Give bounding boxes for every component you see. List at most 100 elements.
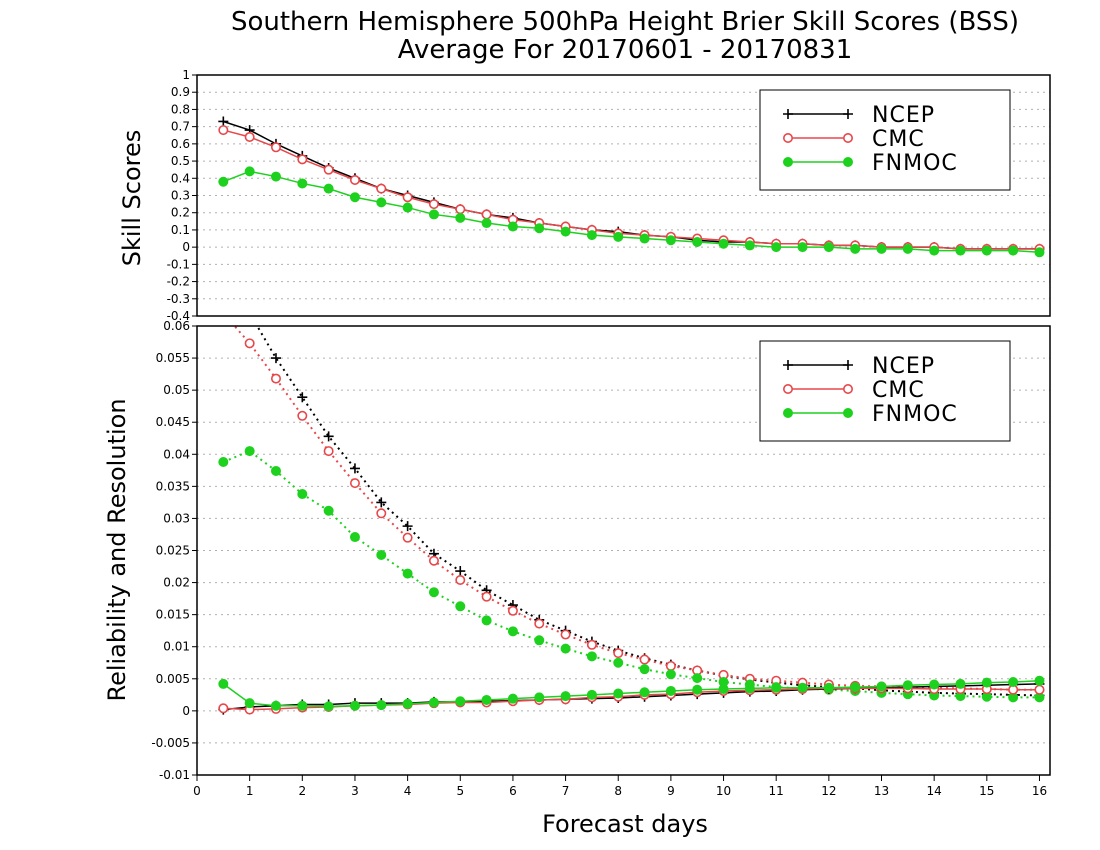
- data-point-cmc: [376, 183, 387, 194]
- plot-frame: [196, 325, 1051, 776]
- data-point-fnmoc: [1008, 676, 1019, 687]
- y-tick-label: 0.04: [163, 447, 190, 461]
- data-point-ncep: [349, 463, 360, 474]
- data-point-fnmoc: [876, 681, 887, 692]
- x-tick-label: 15: [979, 784, 994, 798]
- x-axis: 0 1 2 3 4 5 6 7 8 9 10 11 12 13 14 15 16: [193, 775, 1047, 798]
- data-point-fnmoc: [586, 689, 597, 700]
- x-axis-label: Forecast days: [542, 810, 708, 838]
- data-point-ncep: [323, 431, 334, 442]
- x-tick-label: 11: [769, 784, 784, 798]
- data-point-fnmoc: [402, 698, 413, 709]
- data-point-cmc: [297, 410, 308, 421]
- data-point-fnmoc: [1034, 675, 1045, 686]
- data-point-cmc: [218, 125, 229, 136]
- data-point-fnmoc: [402, 202, 413, 213]
- legend-marker: [783, 360, 793, 370]
- legend-label-ncep: NCEP: [872, 354, 935, 379]
- series-line-fnmoc-reliability: [222, 679, 1040, 708]
- y-tick-label: -0.1: [167, 257, 190, 271]
- y-tick-label: 0.02: [163, 576, 190, 590]
- data-point-ncep: [218, 283, 228, 293]
- data-point-fnmoc: [744, 240, 755, 251]
- data-point-ncep: [455, 566, 466, 577]
- data-point-fnmoc: [428, 697, 439, 708]
- data-point-fnmoc: [639, 233, 650, 244]
- data-point-ncep: [402, 521, 413, 532]
- data-point-fnmoc: [718, 684, 729, 695]
- data-point-fnmoc: [1034, 247, 1045, 258]
- data-point-fnmoc: [349, 700, 360, 711]
- x-tick-label: 2: [298, 784, 306, 798]
- legend-marker: [843, 157, 853, 167]
- skill-scores-panel: 1 0.9 0.8 0.7 0.6 0.5 0.4 0.3 0.2 0.1 0 -0.1 -0.2 -0.…: [167, 68, 1051, 323]
- data-point-cmc: [402, 532, 413, 543]
- data-point-fnmoc: [297, 700, 308, 711]
- data-point-fnmoc: [481, 218, 492, 229]
- x-tick-label: 12: [821, 784, 836, 798]
- data-point-fnmoc: [244, 166, 255, 177]
- series-line-ncep-resolution: [256, 326, 1040, 697]
- legend-box: [759, 340, 1011, 442]
- series-group: [218, 116, 1045, 258]
- plot-frame: [196, 74, 1051, 317]
- legend-marker: [843, 360, 853, 370]
- data-point-fnmoc: [665, 685, 676, 696]
- data-point-cmc: [244, 131, 255, 142]
- data-point-fnmoc: [955, 678, 966, 689]
- data-point-fnmoc: [665, 235, 676, 246]
- data-point-fnmoc: [218, 456, 229, 467]
- data-point-fnmoc: [428, 587, 439, 598]
- legend-marker: [782, 133, 793, 144]
- data-point-fnmoc: [218, 678, 229, 689]
- data-point-fnmoc: [929, 679, 940, 690]
- data-point-cmc: [376, 508, 387, 519]
- data-point-cmc: [455, 575, 466, 586]
- data-point-fnmoc: [1008, 245, 1019, 256]
- data-point-fnmoc: [560, 691, 571, 702]
- x-tick-label: 6: [509, 784, 517, 798]
- data-point-fnmoc: [613, 231, 624, 242]
- data-point-cmc: [270, 373, 281, 384]
- chart-subtitle: Average For 20170601 - 20170831: [398, 35, 853, 65]
- legend-label-cmc: CMC: [872, 127, 925, 152]
- data-point-fnmoc: [323, 183, 334, 194]
- data-point-fnmoc: [929, 245, 940, 256]
- data-point-cmc: [270, 142, 281, 153]
- data-point-fnmoc: [376, 197, 387, 208]
- y-tick-label: 0: [182, 240, 190, 254]
- y-tick-label: 0.01: [163, 640, 190, 654]
- data-point-ncep: [297, 392, 308, 403]
- data-point-fnmoc: [376, 700, 387, 711]
- data-point-cmc: [244, 338, 255, 349]
- y-tick-label: 0: [182, 704, 190, 718]
- data-point-fnmoc: [507, 221, 518, 232]
- data-point-fnmoc: [270, 171, 281, 182]
- data-point-fnmoc: [981, 245, 992, 256]
- data-point-fnmoc: [455, 601, 466, 612]
- y-tick-label: 0.05: [163, 383, 190, 397]
- data-point-fnmoc: [323, 701, 334, 712]
- data-point-fnmoc: [244, 698, 255, 709]
- data-point-cmc: [349, 175, 360, 186]
- legend-box: [759, 89, 1011, 191]
- y-tick-label: -0.3: [167, 292, 190, 306]
- x-tick-label: 5: [456, 784, 464, 798]
- y-tick-label: 0.025: [156, 544, 190, 558]
- y-tick-label: -0.2: [167, 275, 190, 289]
- x-tick-label: 14: [927, 784, 942, 798]
- data-point-fnmoc: [850, 682, 861, 693]
- x-tick-label: 7: [562, 784, 570, 798]
- y-tick-label: 0.06: [163, 319, 190, 333]
- data-point-fnmoc: [639, 687, 650, 698]
- data-point-fnmoc: [534, 223, 545, 234]
- data-point-ncep: [218, 116, 229, 127]
- legend-marker: [842, 383, 853, 394]
- x-tick-label: 4: [404, 784, 412, 798]
- x-tick-label: 16: [1032, 784, 1047, 798]
- data-point-cmc: [455, 204, 466, 215]
- data-point-fnmoc: [902, 680, 913, 691]
- y-tick-label: 0.6: [171, 137, 190, 151]
